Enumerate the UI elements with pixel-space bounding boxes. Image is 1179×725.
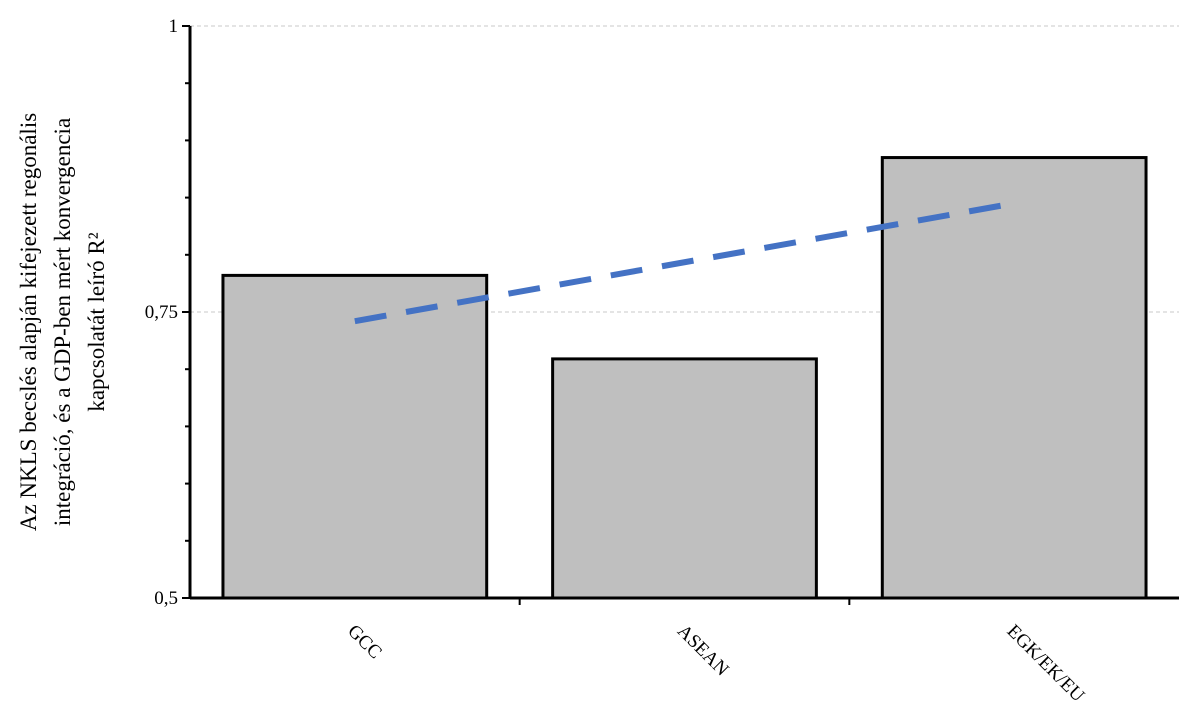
y-axis-label-line: integráció, és a GDP-ben mért konvergenc… — [50, 118, 75, 526]
bar — [880, 156, 1148, 600]
y-axis-label-line: Az NKLS becslés alapján kifejezett regon… — [16, 113, 41, 531]
bar — [551, 357, 818, 600]
category-label: GCC — [343, 621, 385, 663]
trendline — [354, 200, 1015, 325]
category-label: EGK/EK/EU — [1003, 621, 1089, 707]
y-tick-label: 0,75 — [145, 302, 178, 323]
trendline-line — [354, 200, 1015, 325]
y-axis-label-line: kapcsolatát leíró R² — [84, 232, 109, 411]
tick-labels: 0,5 0,75 1 — [145, 16, 178, 609]
category-label: ASEAN — [673, 621, 733, 681]
axes — [182, 25, 1179, 605]
y-axis-label: Az NKLS becslés alapján kifejezett regon… — [16, 113, 109, 531]
y-tick-label: 1 — [169, 16, 179, 37]
y-tick-label: 0,5 — [154, 588, 178, 609]
bars — [221, 156, 1148, 600]
category-labels: GCC ASEAN EGK/EK/EU — [343, 621, 1088, 707]
bar — [221, 273, 489, 600]
